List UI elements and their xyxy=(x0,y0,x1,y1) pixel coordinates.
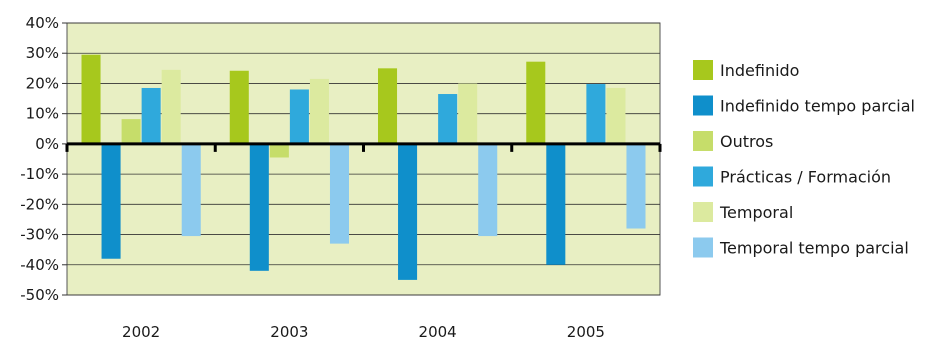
bar xyxy=(626,143,646,229)
legend-swatch xyxy=(693,237,713,258)
bar xyxy=(181,143,201,237)
y-tick-label: 0% xyxy=(35,135,59,153)
x-category-label: 2002 xyxy=(122,323,160,341)
bar xyxy=(229,70,249,144)
bar xyxy=(249,143,269,271)
bar xyxy=(438,94,458,144)
bar xyxy=(141,87,161,144)
bar xyxy=(329,143,349,244)
bar xyxy=(121,119,141,144)
legend-label: Temporal tempo parcial xyxy=(719,239,909,258)
y-tick-label: -10% xyxy=(20,165,59,183)
legend-label: Indefinido xyxy=(720,61,799,80)
y-tick-label: 10% xyxy=(26,105,59,123)
bar xyxy=(81,54,101,144)
legend-label: Indefinido tempo parcial xyxy=(720,97,915,116)
bar xyxy=(546,143,566,265)
bar xyxy=(526,61,546,144)
legend-swatch xyxy=(693,95,713,116)
legend-swatch xyxy=(693,131,713,151)
legend-label: Temporal xyxy=(719,203,793,222)
plot-background xyxy=(66,22,661,296)
legend-label: Prácticas / Formación xyxy=(720,168,891,187)
legend-label: Outros xyxy=(720,132,773,151)
y-tick-label: -30% xyxy=(20,226,59,244)
legend-swatch xyxy=(693,166,713,187)
y-tick-label: -20% xyxy=(20,195,59,213)
bar xyxy=(269,143,289,158)
legend: Indefinido Indefinido tempo parcial Outros… xyxy=(693,60,915,258)
bar xyxy=(101,143,121,259)
bar xyxy=(289,89,309,144)
y-tick-label: 30% xyxy=(26,44,59,62)
y-tick-label: -50% xyxy=(20,286,59,304)
y-tick-label: 40% xyxy=(26,14,59,32)
bar xyxy=(606,87,626,144)
x-category-label: 2005 xyxy=(567,323,605,341)
bar xyxy=(458,83,478,144)
bar xyxy=(478,143,498,237)
bar xyxy=(309,78,329,144)
legend-swatch xyxy=(693,202,713,222)
legend-swatch xyxy=(693,60,713,80)
x-category-label: 2004 xyxy=(419,323,457,341)
y-tick-label: -40% xyxy=(20,256,59,274)
x-category-label: 2003 xyxy=(270,323,308,341)
y-tick-label: 20% xyxy=(26,74,59,92)
bar xyxy=(586,84,606,144)
bar xyxy=(378,68,398,144)
bar xyxy=(398,143,418,280)
bar xyxy=(161,69,181,144)
plot-area: 40% 30% 20% 10% 0% -10% -20% -30% -40% -50% 2002 20… xyxy=(20,14,662,341)
